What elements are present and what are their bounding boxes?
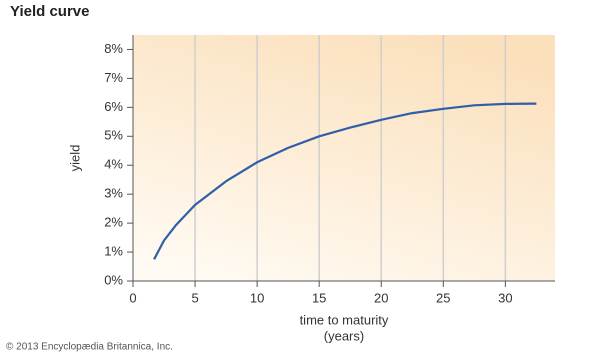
x-tick-label: 0	[129, 290, 136, 305]
x-tick-label: 20	[374, 290, 388, 305]
y-axis-label: yield	[67, 145, 82, 172]
y-tick-label: 4%	[104, 157, 123, 172]
x-tick-label: 30	[498, 290, 512, 305]
y-tick-label: 7%	[104, 70, 123, 85]
plot-area	[133, 35, 555, 281]
y-tick-label: 1%	[104, 243, 123, 258]
y-tick-label: 2%	[104, 215, 123, 230]
chart-title: Yield curve	[10, 3, 89, 20]
credit: © 2013 Encyclopædia Britannica, Inc.	[6, 342, 173, 353]
x-tick-label: 15	[312, 290, 326, 305]
x-axis-label: time to maturity	[300, 312, 389, 327]
y-tick-label: 6%	[104, 99, 123, 114]
x-tick-label: 5	[191, 290, 198, 305]
y-tick-label: 5%	[104, 128, 123, 143]
x-axis-label: (years)	[324, 328, 364, 343]
x-tick-label: 10	[250, 290, 264, 305]
x-tick-label: 25	[436, 290, 450, 305]
y-tick-label: 0%	[104, 272, 123, 287]
y-tick-label: 3%	[104, 186, 123, 201]
y-tick-label: 8%	[104, 41, 123, 56]
yield-line	[153, 102, 537, 260]
